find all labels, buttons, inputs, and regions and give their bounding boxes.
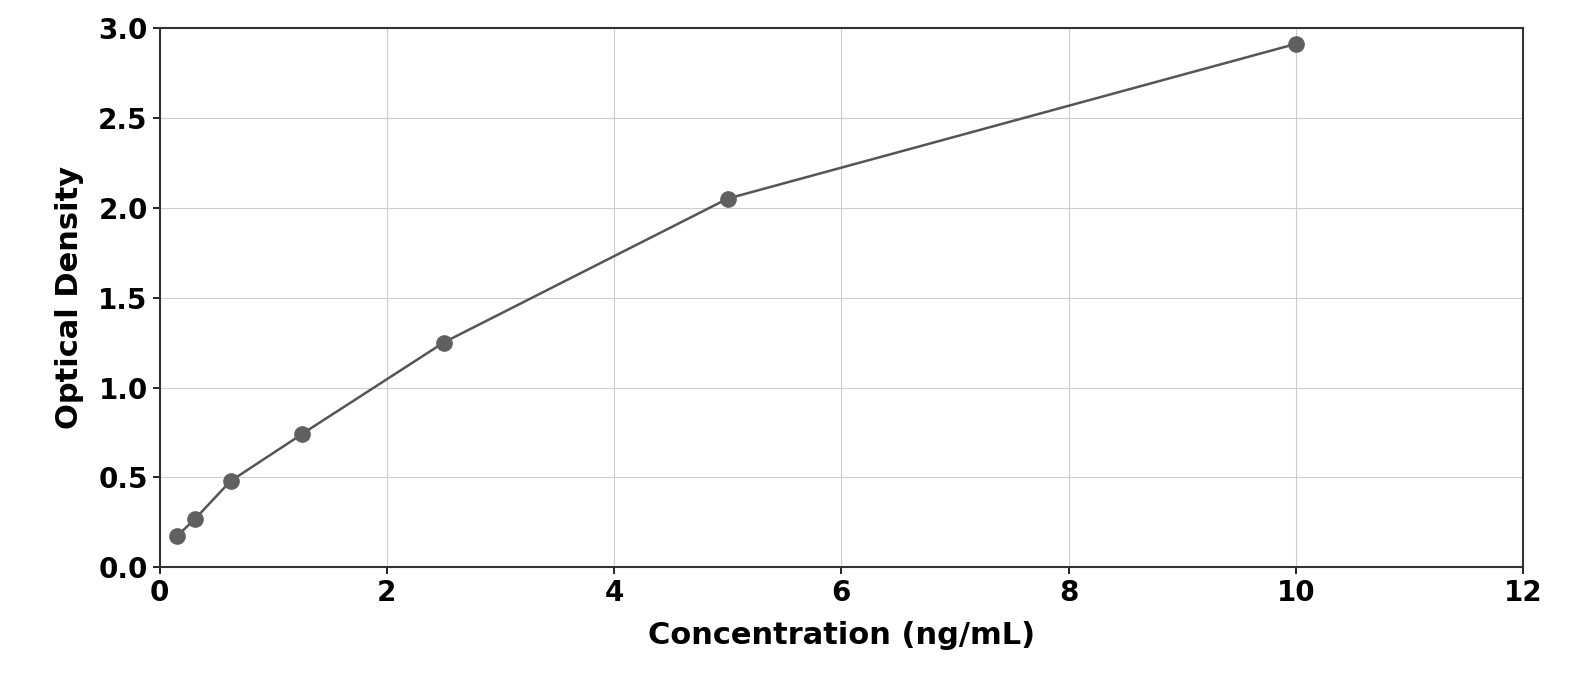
Point xyxy=(289,429,314,440)
Point xyxy=(431,337,456,348)
Y-axis label: Optical Density: Optical Density xyxy=(56,166,85,429)
Point xyxy=(182,513,207,525)
Point xyxy=(219,475,244,486)
X-axis label: Concentration (ng/mL): Concentration (ng/mL) xyxy=(648,621,1035,650)
Point xyxy=(164,531,190,542)
Point xyxy=(715,193,740,204)
Point xyxy=(1282,38,1308,49)
